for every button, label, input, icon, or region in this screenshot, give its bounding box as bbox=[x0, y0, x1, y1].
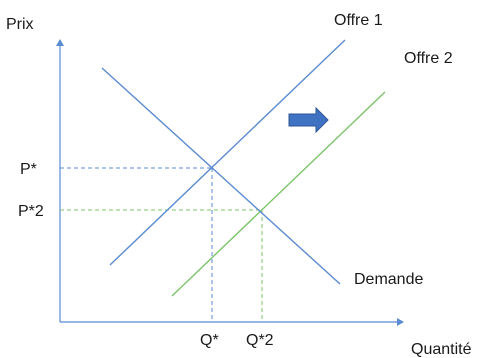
price-label-1: P* bbox=[20, 161, 37, 178]
x-axis-label: Quantité bbox=[411, 341, 472, 358]
y-axis-label: Prix bbox=[6, 16, 34, 33]
quantity-label-1: Q* bbox=[200, 332, 219, 349]
price-label-2: P*2 bbox=[18, 203, 44, 220]
quantity-label-2: Q*2 bbox=[246, 332, 274, 349]
demand-curve bbox=[102, 68, 340, 284]
supply-curve-2 bbox=[172, 92, 385, 296]
supply-curve-1 bbox=[110, 40, 345, 265]
supply-curve-1-label: Offre 1 bbox=[334, 12, 383, 29]
arrow-right-icon bbox=[289, 108, 328, 132]
demand-curve-label: Demande bbox=[354, 271, 423, 288]
supply-curve-2-label: Offre 2 bbox=[404, 50, 453, 67]
